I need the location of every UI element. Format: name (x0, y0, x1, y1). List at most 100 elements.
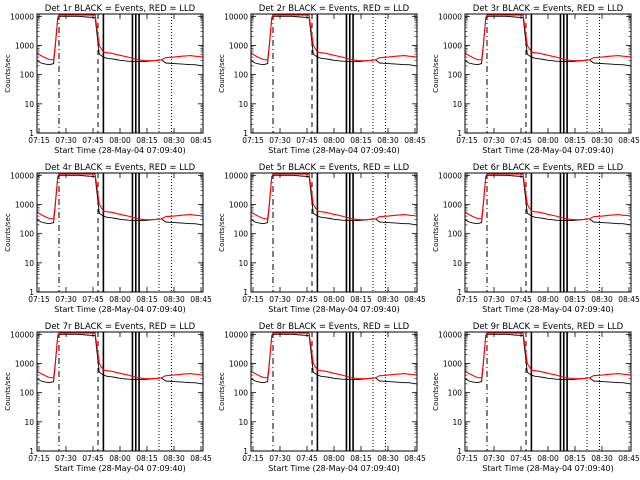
x-tick-label: 07:30 (269, 136, 291, 145)
series-line-lld (251, 332, 417, 380)
x-tick-label: 07:15 (28, 454, 50, 463)
y-tick-label: 1000 (443, 200, 462, 209)
y-axis-label: Counts/sec (4, 372, 12, 411)
panel-2: Det 2r BLACK = Events, RED = LLD Counts/s… (218, 4, 426, 155)
x-axis-label: Start Time (28-May-04 07:09:40) (54, 305, 185, 314)
x-tick-label: 07:15 (28, 136, 50, 145)
y-tick-label: 1000 (15, 359, 34, 368)
x-tick-label: 07:45 (510, 295, 532, 304)
y-tick-label: 100 (234, 230, 249, 239)
y-axis-label: Counts/sec (432, 213, 440, 252)
y-tick-label: 1 (457, 288, 462, 297)
x-tick-label: 08:45 (190, 295, 212, 304)
panel-3: Det 3r BLACK = Events, RED = LLD Counts/s… (432, 4, 640, 155)
x-axis-label: Start Time (28-May-04 07:09:40) (268, 305, 399, 314)
y-tick-label: 10 (24, 100, 34, 109)
x-tick-label: 07:15 (242, 136, 264, 145)
x-tick-label: 07:45 (510, 136, 532, 145)
y-tick-label: 100 (234, 389, 249, 398)
x-tick-label: 08:15 (350, 454, 372, 463)
y-tick-label: 100 (20, 389, 35, 398)
series-line-events (37, 15, 203, 67)
y-tick-label: 1000 (229, 359, 248, 368)
series-line-events (465, 174, 631, 226)
x-tick-label: 07:45 (510, 454, 532, 463)
y-tick-label: 1000 (229, 200, 248, 209)
series-line-lld (37, 332, 203, 380)
y-tick-label: 100 (234, 71, 249, 80)
x-tick-label: 07:45 (296, 295, 318, 304)
x-tick-label: 08:45 (404, 136, 426, 145)
y-tick-label: 10 (238, 418, 248, 427)
x-tick-label: 07:30 (269, 454, 291, 463)
y-axis-label: Counts/sec (4, 213, 12, 252)
panel-title: Det 1r BLACK = Events, RED = LLD (45, 4, 196, 14)
x-tick-label: 08:30 (591, 295, 613, 304)
x-tick-label: 08:00 (323, 295, 345, 304)
series-line-events (465, 15, 631, 67)
series-group (37, 332, 203, 385)
y-tick-label: 1 (243, 288, 248, 297)
panel-5: Det 5r BLACK = Events, RED = LLD Counts/s… (218, 163, 426, 314)
panel-8: Det 8r BLACK = Events, RED = LLD Counts/s… (218, 322, 426, 473)
y-tick-label: 1 (457, 447, 462, 456)
x-tick-label: 08:45 (404, 454, 426, 463)
series-line-lld (465, 332, 631, 380)
y-tick-label: 10000 (438, 330, 462, 339)
plot-frame (36, 172, 204, 293)
x-tick-label: 07:30 (483, 295, 505, 304)
x-tick-label: 08:00 (537, 136, 559, 145)
y-tick-label: 10 (24, 418, 34, 427)
x-tick-label: 08:30 (377, 454, 399, 463)
panel-9: Det 9r BLACK = Events, RED = LLD Counts/s… (432, 322, 640, 473)
plot-frame (250, 172, 418, 293)
x-tick-label: 07:15 (456, 295, 478, 304)
y-tick-label: 10 (452, 259, 462, 268)
x-tick-label: 08:00 (323, 454, 345, 463)
panel-title: Det 5r BLACK = Events, RED = LLD (259, 163, 410, 173)
x-tick-label: 08:30 (377, 136, 399, 145)
panel-title: Det 4r BLACK = Events, RED = LLD (45, 163, 196, 173)
series-line-lld (251, 173, 417, 221)
x-tick-label: 08:45 (618, 295, 640, 304)
x-tick-label: 08:45 (618, 454, 640, 463)
x-tick-label: 08:15 (136, 454, 158, 463)
series-line-events (251, 333, 417, 385)
x-tick-label: 08:45 (190, 454, 212, 463)
x-tick-label: 08:15 (136, 136, 158, 145)
plot-frame (464, 331, 632, 452)
y-axis-label: Counts/sec (432, 54, 440, 93)
panel-1: Det 1r BLACK = Events, RED = LLD Counts/s… (4, 4, 212, 155)
x-tick-label: 07:15 (242, 295, 264, 304)
x-tick-label: 07:30 (483, 136, 505, 145)
x-tick-label: 08:00 (537, 454, 559, 463)
y-tick-label: 10 (452, 100, 462, 109)
x-tick-label: 08:00 (109, 295, 131, 304)
y-tick-label: 1000 (443, 359, 462, 368)
y-axis-label: Counts/sec (432, 372, 440, 411)
y-tick-label: 1000 (443, 41, 462, 50)
panel-title: Det 7r BLACK = Events, RED = LLD (45, 322, 196, 332)
y-tick-label: 1000 (15, 200, 34, 209)
y-tick-label: 10000 (10, 171, 34, 180)
x-tick-label: 07:45 (82, 136, 104, 145)
series-group (251, 14, 417, 67)
series-line-events (37, 333, 203, 385)
panel-title: Det 3r BLACK = Events, RED = LLD (473, 4, 624, 14)
x-tick-label: 07:45 (296, 136, 318, 145)
series-group (251, 332, 417, 385)
x-tick-label: 07:30 (269, 295, 291, 304)
x-tick-label: 08:30 (163, 454, 185, 463)
y-tick-label: 10000 (438, 171, 462, 180)
x-axis-label: Start Time (28-May-04 07:09:40) (482, 305, 613, 314)
x-tick-label: 08:15 (564, 136, 586, 145)
panel-7: Det 7r BLACK = Events, RED = LLD Counts/s… (4, 322, 212, 473)
y-tick-label: 10000 (10, 12, 34, 21)
panel-title: Det 9r BLACK = Events, RED = LLD (473, 322, 624, 332)
panel-6: Det 6r BLACK = Events, RED = LLD Counts/s… (432, 163, 640, 314)
x-tick-label: 08:00 (109, 454, 131, 463)
y-tick-label: 1 (29, 129, 34, 138)
x-tick-label: 08:30 (163, 136, 185, 145)
y-tick-label: 100 (448, 230, 463, 239)
y-tick-label: 10000 (438, 12, 462, 21)
